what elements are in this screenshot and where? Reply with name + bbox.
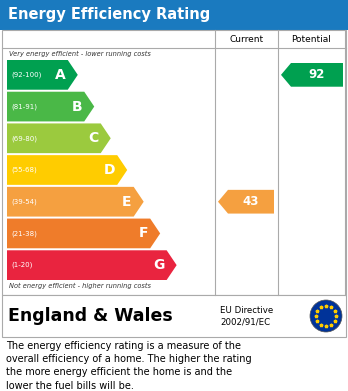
- Text: 92: 92: [309, 68, 325, 81]
- Text: (92-100): (92-100): [11, 72, 41, 78]
- Polygon shape: [7, 60, 78, 90]
- Polygon shape: [7, 92, 94, 122]
- Text: 43: 43: [243, 195, 259, 208]
- Text: (39-54): (39-54): [11, 199, 37, 205]
- Polygon shape: [7, 219, 160, 248]
- Polygon shape: [218, 190, 274, 213]
- Text: D: D: [104, 163, 115, 177]
- Text: A: A: [55, 68, 66, 82]
- Text: Potential: Potential: [292, 34, 331, 43]
- Circle shape: [310, 300, 342, 332]
- Text: C: C: [88, 131, 99, 145]
- Text: Not energy efficient - higher running costs: Not energy efficient - higher running co…: [9, 283, 151, 289]
- Text: 2002/91/EC: 2002/91/EC: [220, 318, 270, 327]
- Text: (69-80): (69-80): [11, 135, 37, 142]
- Text: England & Wales: England & Wales: [8, 307, 173, 325]
- Text: G: G: [153, 258, 165, 272]
- Text: (1-20): (1-20): [11, 262, 32, 268]
- Polygon shape: [7, 124, 111, 153]
- Text: Very energy efficient - lower running costs: Very energy efficient - lower running co…: [9, 51, 151, 57]
- Polygon shape: [7, 155, 127, 185]
- Text: (21-38): (21-38): [11, 230, 37, 237]
- Text: The energy efficiency rating is a measure of the
overall efficiency of a home. T: The energy efficiency rating is a measur…: [6, 341, 252, 391]
- Text: F: F: [139, 226, 148, 240]
- Text: EU Directive: EU Directive: [220, 307, 273, 316]
- Polygon shape: [7, 187, 144, 217]
- Text: (81-91): (81-91): [11, 103, 37, 110]
- Bar: [2, 295, 346, 337]
- Polygon shape: [7, 250, 177, 280]
- Polygon shape: [281, 63, 343, 87]
- Bar: [0, 0, 348, 30]
- Text: Energy Efficiency Rating: Energy Efficiency Rating: [8, 7, 210, 23]
- Text: E: E: [122, 195, 132, 209]
- Text: B: B: [72, 100, 82, 113]
- Bar: [2, 30, 346, 295]
- Text: (55-68): (55-68): [11, 167, 37, 173]
- Text: Current: Current: [229, 34, 263, 43]
